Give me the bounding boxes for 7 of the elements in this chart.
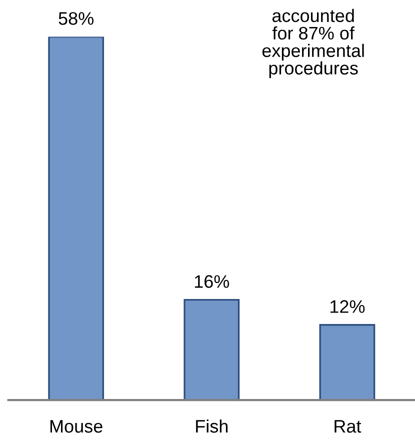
x-tick-label: Rat [334,420,362,433]
annotation: accounted for 87% of experimental procedures [262,8,364,78]
x-tick-label: Mouse [50,420,102,433]
data-label: 58% [58,12,94,25]
data-label: 16% [194,275,230,288]
data-label: 12% [330,300,365,313]
x-tick-label: Fish [196,419,228,433]
